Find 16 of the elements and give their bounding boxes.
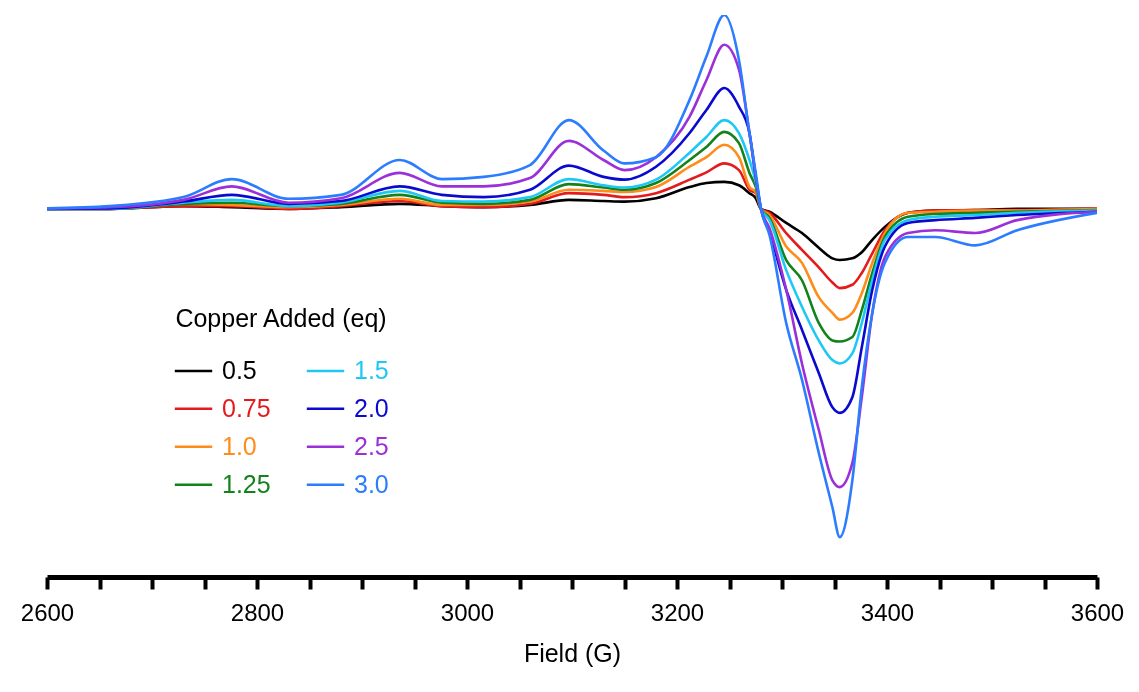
x-tick-label: 3000 bbox=[440, 598, 495, 626]
legend-title: Copper Added (eq) bbox=[175, 304, 387, 333]
legend-label: 0.5 bbox=[222, 355, 257, 384]
legend-label: 0.75 bbox=[222, 393, 271, 422]
legend-label: 1.0 bbox=[222, 431, 257, 460]
legend-label: 3.0 bbox=[354, 469, 389, 498]
legend-label: 1.25 bbox=[222, 469, 271, 498]
x-tick-label: 2800 bbox=[230, 598, 285, 626]
legend-label: 2.0 bbox=[354, 393, 389, 422]
legend-label: 2.5 bbox=[354, 431, 389, 460]
x-tick-label: 3600 bbox=[1070, 598, 1125, 626]
x-tick-label: 2600 bbox=[20, 598, 75, 626]
legend-label: 1.5 bbox=[354, 355, 389, 384]
x-axis-title: Field (G) bbox=[523, 638, 622, 667]
x-tick-label: 3400 bbox=[860, 598, 915, 626]
x-tick-label: 3200 bbox=[650, 598, 705, 626]
